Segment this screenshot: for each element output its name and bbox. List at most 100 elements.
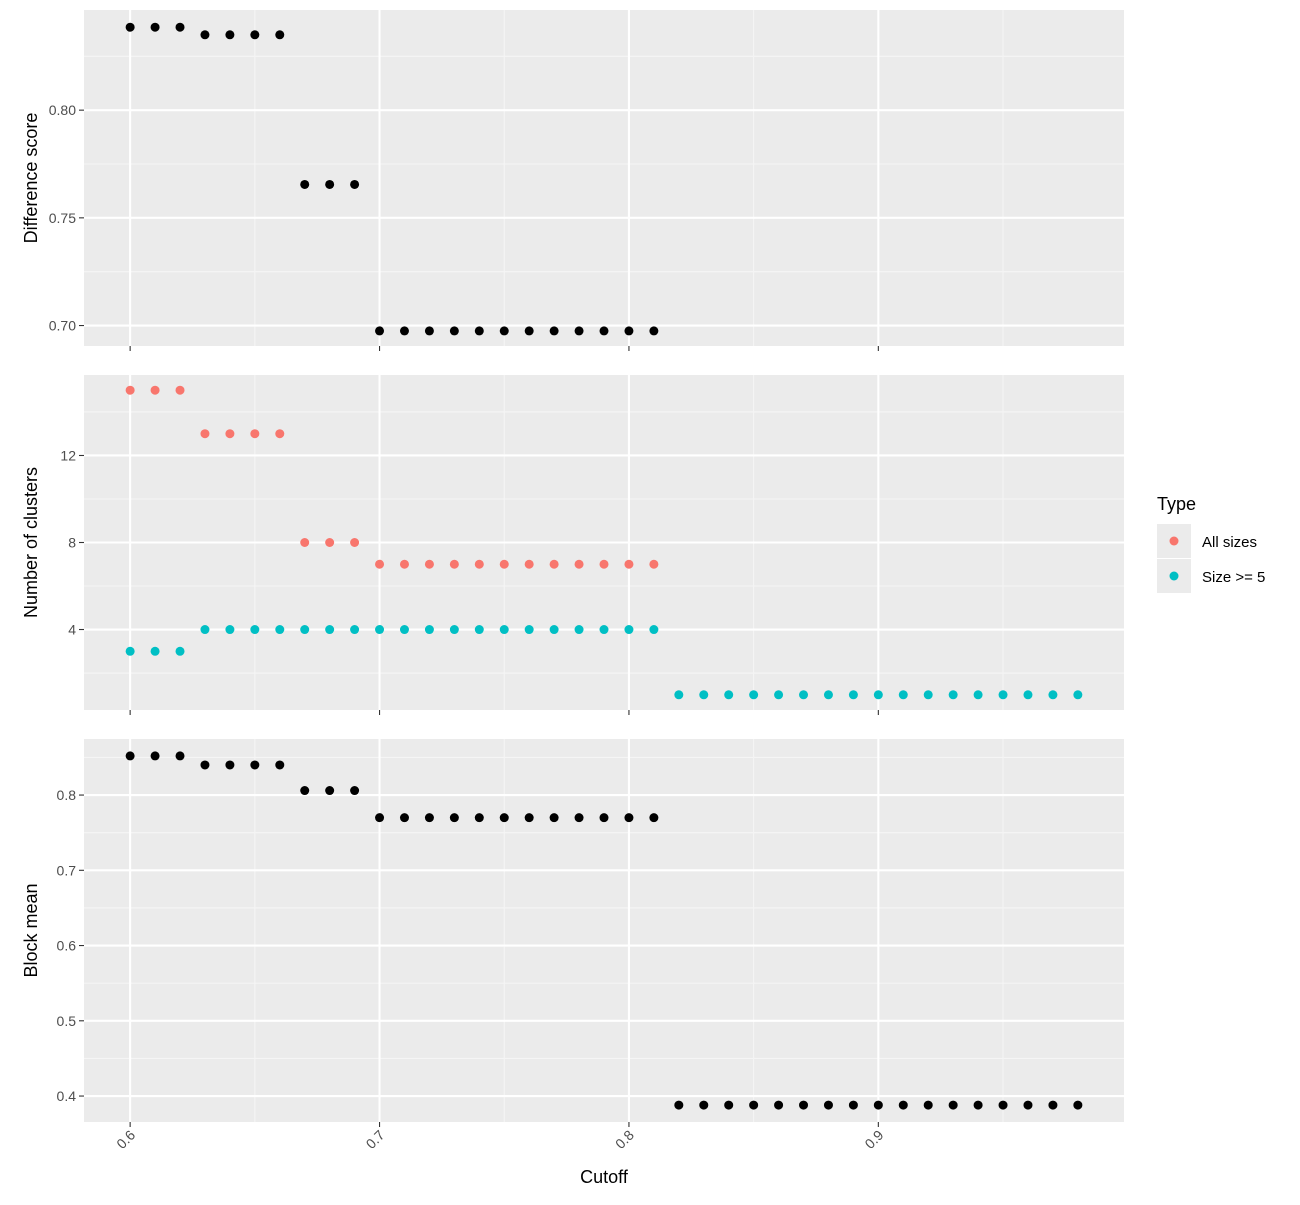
data-point xyxy=(399,625,409,635)
y-tick-label: 0.7 xyxy=(57,862,77,878)
data-point xyxy=(524,326,534,336)
data-point xyxy=(549,326,559,336)
y-tick-label: 0.70 xyxy=(49,318,76,334)
data-point xyxy=(599,559,609,569)
legend-key-dot xyxy=(1169,571,1179,581)
data-point xyxy=(524,625,534,635)
data-point xyxy=(200,760,210,770)
legend-item: All sizes xyxy=(1157,524,1257,558)
data-point xyxy=(624,625,634,635)
data-point xyxy=(574,559,584,569)
data-point xyxy=(948,690,958,700)
data-point xyxy=(574,813,584,823)
legend-item: Size >= 5 xyxy=(1157,559,1265,593)
y-tick-label: 0.4 xyxy=(57,1088,77,1104)
data-point xyxy=(749,690,759,700)
x-tick-label: 0.8 xyxy=(612,1127,637,1152)
data-point xyxy=(649,559,659,569)
series-size-5 xyxy=(125,625,1083,700)
y-tick-label: 0.80 xyxy=(49,102,76,118)
data-point xyxy=(325,179,335,189)
data-point xyxy=(350,625,360,635)
data-point xyxy=(449,625,459,635)
panel-block-mean: 0.4 0.5 0.6 0.7 0.8 Block mean xyxy=(21,739,1124,1127)
data-point xyxy=(624,326,634,336)
y-tick-label: 0.75 xyxy=(49,210,76,226)
y-axis-title: Block mean xyxy=(21,883,41,977)
y-tick-label: 8 xyxy=(68,535,76,551)
y-tick-label: 0.6 xyxy=(57,938,77,954)
data-point xyxy=(799,690,809,700)
legend-label: All sizes xyxy=(1202,534,1257,551)
data-point xyxy=(823,690,833,700)
data-point xyxy=(474,813,484,823)
data-point xyxy=(774,690,784,700)
data-point xyxy=(275,625,285,635)
data-point xyxy=(1023,690,1033,700)
data-point xyxy=(499,813,509,823)
y-tick-label: 0.8 xyxy=(57,787,77,803)
y-tick-label: 0.5 xyxy=(57,1013,77,1029)
data-point xyxy=(599,813,609,823)
data-point xyxy=(499,559,509,569)
data-point xyxy=(998,690,1008,700)
panel-difference-score: 0.70 0.75 0.80 Difference score xyxy=(21,10,1124,351)
data-point xyxy=(424,559,434,569)
data-point xyxy=(774,1100,784,1110)
data-point xyxy=(474,559,484,569)
y-tick-label: 12 xyxy=(60,447,76,463)
data-point xyxy=(325,538,335,547)
data-point xyxy=(848,690,858,700)
data-point xyxy=(749,1100,759,1110)
x-tick-label: 0.9 xyxy=(861,1127,886,1152)
data-point xyxy=(250,760,260,770)
x-axis-title: Cutoff xyxy=(580,1167,629,1187)
series-all-sizes xyxy=(125,385,659,569)
data-point xyxy=(375,813,385,823)
data-point xyxy=(873,690,883,700)
data-point xyxy=(125,22,135,32)
data-point xyxy=(998,1100,1008,1110)
data-point xyxy=(973,1100,983,1110)
data-point xyxy=(624,559,634,569)
data-point xyxy=(175,22,185,32)
data-point xyxy=(424,625,434,635)
data-point xyxy=(350,786,360,796)
legend: Type All sizes Size >= 5 xyxy=(1157,494,1265,593)
x-tick-label: 0.7 xyxy=(363,1127,388,1152)
data-point xyxy=(474,326,484,336)
data-point xyxy=(175,385,185,395)
data-point xyxy=(873,1100,883,1110)
series-points xyxy=(125,751,1083,1110)
data-point xyxy=(898,1100,908,1110)
data-point xyxy=(1073,1100,1083,1110)
data-point xyxy=(150,646,160,656)
data-point xyxy=(549,559,559,569)
data-point xyxy=(599,625,609,635)
data-point xyxy=(599,326,609,336)
data-point xyxy=(250,625,260,635)
data-point xyxy=(823,1100,833,1110)
data-point xyxy=(649,625,659,635)
legend-label: Size >= 5 xyxy=(1202,569,1265,586)
data-point xyxy=(125,751,135,761)
data-point xyxy=(200,625,210,635)
panel-number-of-clusters: 4 8 12 Number of clusters xyxy=(21,375,1124,715)
data-point xyxy=(225,429,235,439)
data-point xyxy=(624,813,634,823)
data-point xyxy=(150,385,160,395)
data-point xyxy=(175,751,185,761)
data-point xyxy=(524,813,534,823)
data-point xyxy=(699,1100,709,1110)
data-point xyxy=(973,690,983,700)
data-point xyxy=(649,813,659,823)
data-point xyxy=(699,690,709,700)
data-point xyxy=(300,538,310,547)
data-point xyxy=(200,30,210,40)
data-point xyxy=(375,625,385,635)
data-point xyxy=(1048,690,1058,700)
data-point xyxy=(449,559,459,569)
panel-background xyxy=(84,10,1124,346)
data-point xyxy=(375,326,385,336)
